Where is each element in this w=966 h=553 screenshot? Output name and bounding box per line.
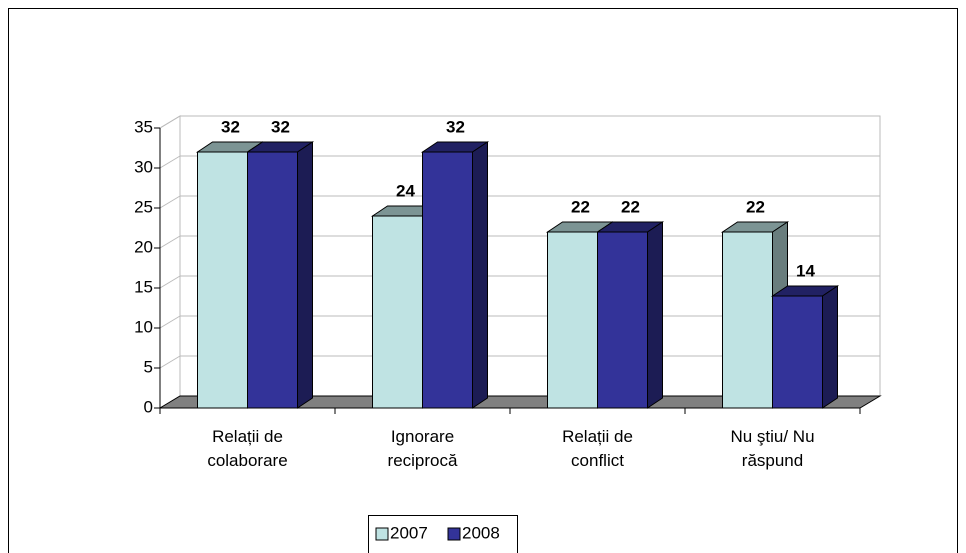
legend-label: 2007 <box>390 523 428 542</box>
y-tick-label: 25 <box>134 197 153 216</box>
x-tick-label: Relații de colaborare <box>207 427 287 470</box>
legend-label: 2008 <box>462 523 500 542</box>
value-label: 14 <box>796 261 815 280</box>
grid-line-side <box>159 195 181 209</box>
bar-front <box>772 295 823 409</box>
bar-front <box>372 215 423 409</box>
y-tick-label: 15 <box>134 277 153 296</box>
grid-line-side <box>159 155 181 169</box>
value-label: 32 <box>271 117 290 136</box>
value-label: 32 <box>221 117 240 136</box>
bar-front <box>597 231 648 409</box>
x-tick-label: Nu ştiu/ Nu răspund <box>730 427 814 470</box>
legend-box <box>368 515 518 553</box>
value-label: 22 <box>746 197 765 216</box>
bar-front <box>422 151 473 409</box>
grid-line-side <box>159 115 181 129</box>
y-tick-label: 5 <box>144 357 153 376</box>
bar-side <box>822 285 838 409</box>
value-label: 24 <box>396 181 415 200</box>
y-tick-label: 0 <box>144 397 153 416</box>
x-tick-label: Ignorare reciprocă <box>388 427 458 470</box>
bar-front <box>197 151 248 409</box>
y-tick-label: 35 <box>134 117 153 136</box>
bar-front <box>722 231 773 409</box>
y-tick-label: 30 <box>134 157 153 176</box>
bar-front <box>247 151 298 409</box>
y-tick-label: 10 <box>134 317 153 336</box>
grid-line-side <box>159 315 181 329</box>
value-label: 22 <box>621 197 640 216</box>
y-tick-label: 20 <box>134 237 153 256</box>
bar-side <box>297 141 313 409</box>
value-label: 22 <box>571 197 590 216</box>
legend-swatch <box>447 527 461 541</box>
bar <box>595 221 665 409</box>
bar <box>770 285 840 409</box>
grid-line-side <box>159 235 181 249</box>
bar-side <box>472 141 488 409</box>
bar <box>245 141 315 409</box>
grid-line-side <box>159 275 181 289</box>
x-tick-label: Relații de conflict <box>562 427 633 470</box>
side-wall <box>159 115 181 409</box>
grid-line-side <box>159 355 181 369</box>
bar <box>420 141 490 409</box>
legend-swatch <box>375 527 389 541</box>
bar-side <box>647 221 663 409</box>
bar-front <box>547 231 598 409</box>
value-label: 32 <box>446 117 465 136</box>
